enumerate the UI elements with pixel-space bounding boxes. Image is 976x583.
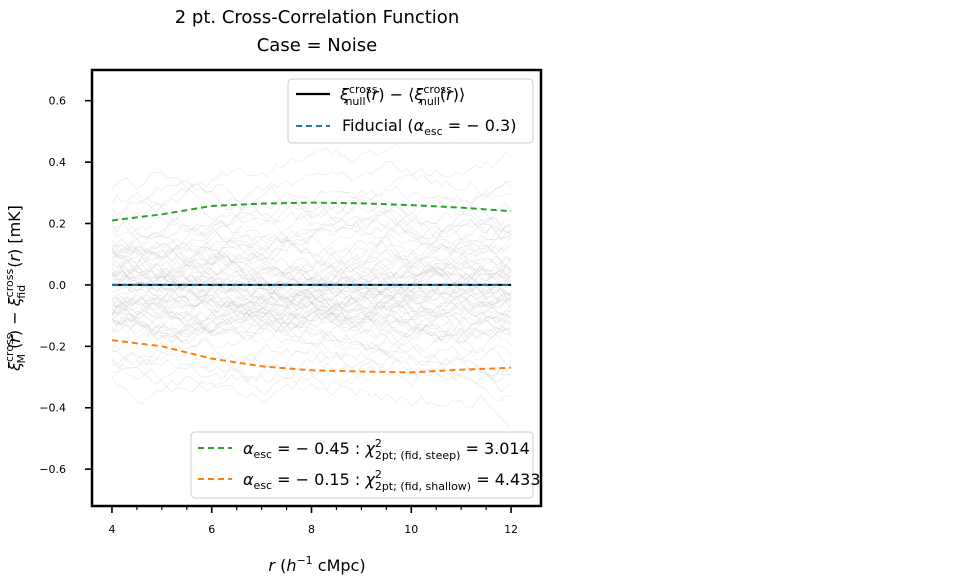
noise-realization-line: [111, 261, 512, 341]
noise-realization-line: [111, 294, 512, 339]
noise-realization-line: [111, 223, 512, 276]
noise-realization-line: [111, 293, 512, 337]
axes-frame: [90, 68, 543, 508]
noise-realization-line: [111, 255, 512, 318]
legend-bottom: αesc = − 0.45 : χ2 2pt; (fid, steep) = 3.…: [190, 431, 541, 499]
y-tick-label: 0.4: [49, 156, 67, 169]
noise-realization-line: [111, 185, 512, 264]
noise-realization-line: [111, 244, 512, 305]
noise-realization-line: [111, 228, 512, 286]
x-tick-label: 12: [504, 523, 518, 536]
noise-realization-line: [111, 191, 512, 238]
noise-realization-line: [111, 245, 512, 310]
noise-realization-line: [111, 293, 512, 340]
legend-null-label: ξcross null(r) − ⟨ξcross null(r)⟩: [339, 83, 465, 108]
series-line-3: [111, 339, 512, 374]
noise-realization-line: [111, 275, 512, 361]
noise-realization-line: [111, 259, 512, 309]
series-line-2: [111, 201, 512, 222]
noise-realization-line: [111, 306, 512, 366]
legend-steep-label: αesc = − 0.45 : χ2 2pt; (fid, steep) = 3.…: [243, 437, 530, 462]
noise-realization-line: [111, 243, 512, 296]
noise-realization-line: [111, 297, 512, 369]
x-axis-label: r (h−1 cMpc): [268, 554, 365, 575]
y-tick-label: 0.2: [49, 218, 67, 231]
noise-realization-line: [111, 274, 512, 320]
noise-realization-line: [111, 270, 512, 353]
y-axis-label: ξcrossM (r) − ξcrossfid (r) [mK]: [3, 205, 28, 372]
noise-realization-line: [111, 293, 512, 345]
noise-realization-line: [111, 253, 512, 293]
noise-realization-line: [111, 276, 512, 323]
noise-realization-line: [111, 231, 512, 285]
noise-realization-line: [111, 262, 512, 343]
noise-realization-line: [111, 269, 512, 335]
noise-realization-line: [111, 270, 512, 315]
noise-realization-line: [111, 311, 512, 334]
y-tick-label: −0.4: [39, 402, 66, 415]
noise-realization-line: [111, 235, 512, 285]
series-lines: [111, 201, 512, 374]
noise-realization-line: [111, 181, 512, 279]
noise-realization-line: [111, 285, 512, 328]
noise-realization-line: [111, 289, 512, 353]
noise-realization-line: [111, 349, 512, 428]
chart-subtitle: Case = Noise: [257, 35, 378, 56]
noise-realization-line: [111, 193, 512, 245]
chart-title: 2 pt. Cross-Correlation Function: [175, 7, 459, 28]
x-tick-label: 6: [208, 523, 215, 536]
noise-realization-line: [111, 242, 512, 285]
axis-ticks: 4 6 8 10 12 −0.6 −0.4 −0.2 0.0 0.2 0.4 0.6: [39, 95, 518, 536]
x-tick-label: 10: [404, 523, 418, 536]
noise-realization-line: [111, 285, 512, 381]
noise-realization-line: [111, 252, 512, 302]
noise-realization-line: [111, 266, 512, 299]
noise-realization-line: [112, 275, 512, 373]
noise-realization-line: [111, 266, 512, 307]
noise-realization-line: [111, 254, 512, 365]
noise-realization-line: [111, 257, 512, 303]
noise-realization-line: [111, 160, 512, 202]
noise-realization-line: [111, 220, 512, 292]
noise-realization-line: [111, 197, 512, 255]
noise-realization-line: [111, 277, 512, 340]
noise-realization-line: [111, 251, 512, 317]
noise-realization-line: [111, 239, 512, 308]
noise-realization-line: [111, 265, 512, 303]
noise-realization-line: [111, 222, 512, 282]
noise-realization-line: [111, 289, 512, 340]
noise-realization-line: [111, 332, 512, 385]
noise-realization-line: [111, 291, 512, 344]
noise-realization-line: [111, 286, 512, 358]
noise-realization-line: [111, 273, 512, 336]
noise-realization-line: [111, 281, 512, 328]
y-tick-label: −0.6: [39, 463, 66, 476]
legend-top: ξcross null(r) − ⟨ξcross null(r)⟩ Fiducial…: [287, 78, 534, 144]
noise-realization-line: [111, 315, 512, 369]
noise-realizations: [111, 130, 512, 428]
y-tick-label: −0.2: [39, 340, 66, 353]
noise-realization-line: [111, 215, 512, 253]
noise-realization-line: [111, 241, 512, 287]
noise-realization-line: [111, 150, 512, 216]
x-tick-label: 8: [308, 523, 315, 536]
legend-fiducial-label: Fiducial (αesc = − 0.3): [342, 116, 516, 138]
noise-realization-line: [111, 216, 512, 264]
plot-area: [111, 130, 512, 428]
noise-realization-line: [111, 300, 512, 338]
noise-realization-line: [111, 345, 512, 393]
x-tick-label: 4: [108, 523, 115, 536]
legend-shallow-label: αesc = − 0.15 : χ2 2pt; (fid, shallow) = …: [243, 468, 541, 493]
noise-realization-line: [111, 220, 512, 282]
noise-realization-line: [111, 355, 512, 405]
noise-realization-line: [111, 349, 512, 402]
noise-realization-line: [111, 252, 512, 317]
noise-realization-line: [111, 210, 512, 274]
y-tick-label: 0.6: [49, 95, 67, 108]
y-tick-label: 0.0: [49, 279, 67, 292]
